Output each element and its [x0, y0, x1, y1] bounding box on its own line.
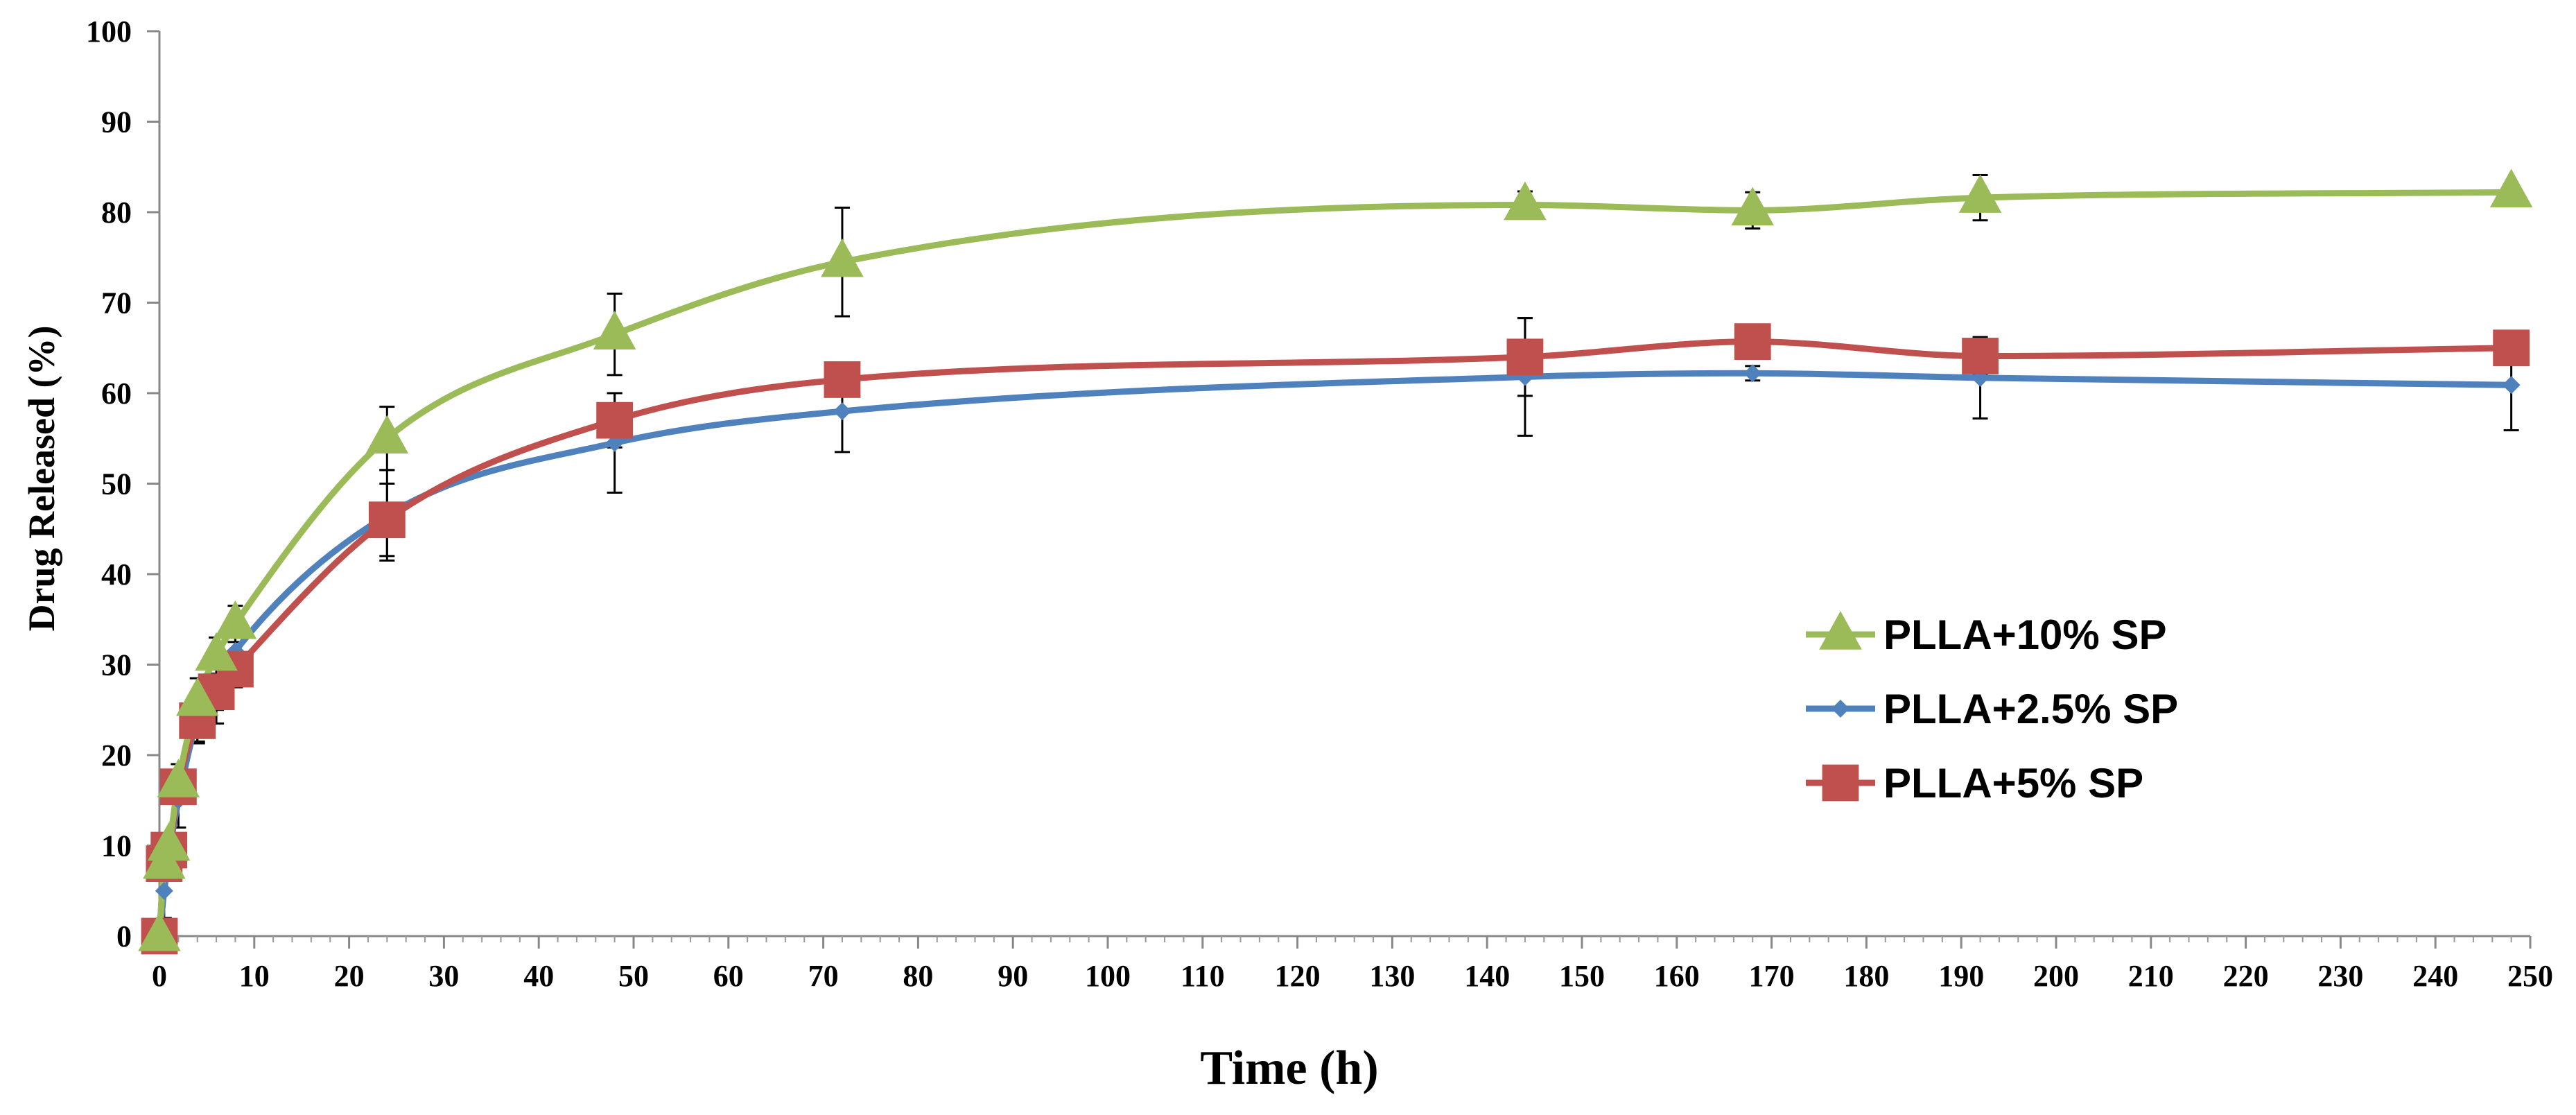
x-tick-label: 100: [1085, 959, 1131, 993]
y-axis-title: Drug Released (%): [21, 326, 62, 632]
data-point-plla-10-sp: [593, 311, 636, 349]
x-tick-label: 120: [1275, 959, 1321, 993]
x-tick-label: 250: [2507, 959, 2553, 993]
x-tick-label: 230: [2317, 959, 2363, 993]
y-tick-label: 40: [101, 558, 132, 591]
y-tick-label: 90: [101, 105, 132, 139]
data-point-plla-5-sp: [2493, 329, 2530, 367]
x-tick-label: 40: [523, 959, 554, 993]
axes: 0 10 20 30 40 50 60 70 80 90 100 110 120 130 140 150 160…: [86, 15, 2553, 993]
x-tick-label: 90: [998, 959, 1028, 993]
data-point-plla-10-sp: [821, 238, 864, 277]
x-tick-label: 20: [334, 959, 365, 993]
data-point-plla-10-sp: [195, 632, 238, 671]
y-tick-label: 0: [116, 919, 132, 953]
data-point-plla-10-sp: [214, 600, 257, 639]
x-tick-label: 80: [903, 959, 933, 993]
x-tick-label: 30: [428, 959, 459, 993]
x-tick-label: 210: [2128, 959, 2174, 993]
data-point-plla-10-sp: [157, 759, 200, 797]
data-point-plla-5-sp: [1962, 338, 1999, 374]
legend-label-plla-2-5-sp: PLLA+2.5% SP: [1883, 686, 2178, 732]
data-point-plla-10-sp: [1504, 181, 1547, 221]
y-tick-label: 70: [101, 286, 132, 320]
series-line-plla-10-sp: [156, 189, 2515, 940]
x-tick-label: 160: [1654, 959, 1700, 993]
x-tick-label: 110: [1181, 959, 1225, 993]
legend-label-plla-5-sp: PLLA+5% SP: [1883, 760, 2143, 806]
x-tick-label: 180: [1843, 959, 1889, 993]
data-point-plla-2-5-sp: [833, 402, 851, 421]
data-point-plla-10-sp: [1958, 174, 2002, 213]
data-point-plla-10-sp: [365, 415, 409, 454]
data-point-plla-5-sp: [1734, 323, 1771, 361]
x-tick-label: 190: [1938, 959, 1984, 993]
data-point-plla-2-5-sp: [155, 881, 173, 900]
data-point-plla-10-sp: [147, 822, 191, 861]
data-point-plla-5-sp: [368, 501, 406, 539]
error-bars: [156, 173, 2519, 919]
data-point-plla-5-sp: [824, 361, 861, 398]
x-tick-label: 150: [1559, 959, 1605, 993]
legend-marker-plla-2-5-sp: [1831, 700, 1850, 718]
x-tick-label: 50: [618, 959, 649, 993]
data-point-plla-10-sp: [2489, 168, 2533, 208]
y-tick-label: 60: [101, 377, 132, 410]
data-point-plla-5-sp: [1506, 338, 1544, 376]
x-tick-label: 70: [808, 959, 839, 993]
data-point-plla-5-sp: [596, 401, 634, 439]
x-tick-label: 0: [152, 959, 167, 993]
legend-marker-plla-5-sp: [1822, 764, 1859, 802]
data-point-plla-10-sp: [138, 913, 181, 951]
data-point-plla-2-5-sp: [2502, 376, 2521, 395]
x-tick-label: 240: [2412, 959, 2458, 993]
legend-marker-plla-10-sp: [1819, 611, 1862, 650]
legend: PLLA+10% SP PLLA+2.5% SP PLLA+5% SP: [1806, 611, 2178, 806]
y-tick-label: 20: [101, 738, 132, 772]
x-tick-label: 170: [1749, 959, 1795, 993]
x-tick-label: 140: [1464, 959, 1510, 993]
y-tick-label: 10: [101, 829, 132, 863]
series-markers: [138, 168, 2533, 955]
series-lines: [156, 189, 2515, 940]
x-tick-label: 220: [2223, 959, 2269, 993]
x-tick-label: 200: [2033, 959, 2079, 993]
x-tick-label: 10: [239, 959, 270, 993]
x-tick-label: 130: [1369, 959, 1415, 993]
y-tick-label: 100: [86, 15, 132, 49]
data-point-plla-10-sp: [1731, 187, 1775, 226]
x-axis-title: Time (h): [1200, 1041, 1378, 1095]
data-point-plla-10-sp: [175, 677, 219, 716]
x-tick-label: 60: [713, 959, 744, 993]
legend-label-plla-10-sp: PLLA+10% SP: [1883, 612, 2167, 658]
y-tick-label: 50: [101, 467, 132, 501]
y-tick-label: 30: [101, 648, 132, 682]
y-tick-label: 80: [101, 196, 132, 230]
data-point-plla-2-5-sp: [1743, 364, 1762, 383]
